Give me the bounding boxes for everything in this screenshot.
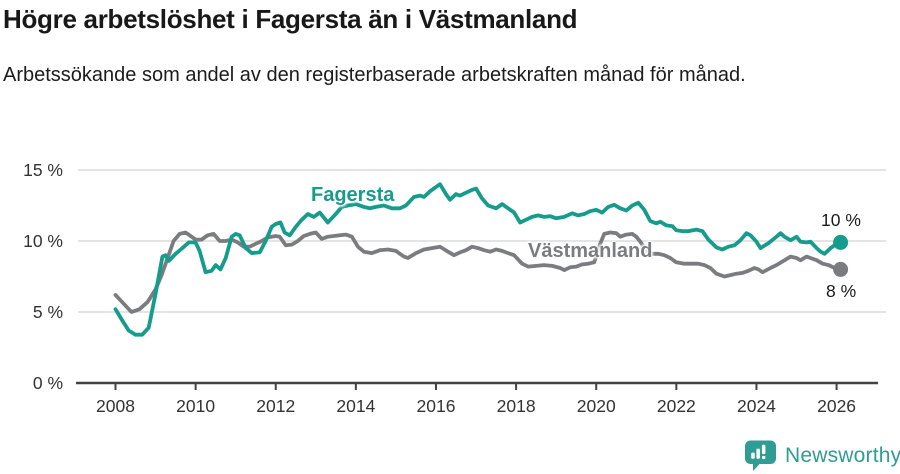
series-end-dot-fagersta [833, 234, 849, 250]
x-tick-label: 2020 [577, 396, 616, 416]
series-label-vastmanland: Västmanland [528, 240, 653, 262]
y-tick-label: 10 % [23, 231, 63, 251]
y-tick-label: 5 % [33, 302, 63, 322]
x-tick-label: 2014 [336, 396, 375, 416]
x-tick-label: 2010 [176, 396, 215, 416]
newsworthy-logo[interactable]: Newsworthy [744, 440, 900, 472]
newsworthy-wordmark: Newsworthy [785, 444, 900, 467]
x-tick-label: 2008 [96, 396, 135, 416]
series-line-fagersta [113, 182, 843, 337]
y-tick-label: 0 % [33, 373, 63, 393]
end-value-label-fagersta: 10 % [821, 210, 861, 230]
chart-title: Högre arbetslöshet i Fagersta än i Västm… [3, 4, 578, 34]
x-tick-label: 2026 [817, 396, 856, 416]
x-tick-label: 2016 [417, 396, 456, 416]
x-tick-label: 2018 [497, 396, 536, 416]
x-tick-label: 2024 [737, 396, 776, 416]
series-line-vstmanland [113, 230, 843, 314]
series-label-fagersta: Fagersta [311, 184, 395, 206]
chart-subtitle: Arbetssökande som andel av den registerb… [3, 64, 746, 86]
series-end-dot-vstmanland [833, 261, 849, 277]
x-tick-label: 2012 [256, 396, 295, 416]
end-value-label-vastmanland: 8 % [826, 281, 857, 301]
y-tick-label: 15 % [23, 160, 63, 180]
x-tick-label: 2022 [657, 396, 696, 416]
newsworthy-speech-bubble-chart-icon [745, 440, 776, 471]
